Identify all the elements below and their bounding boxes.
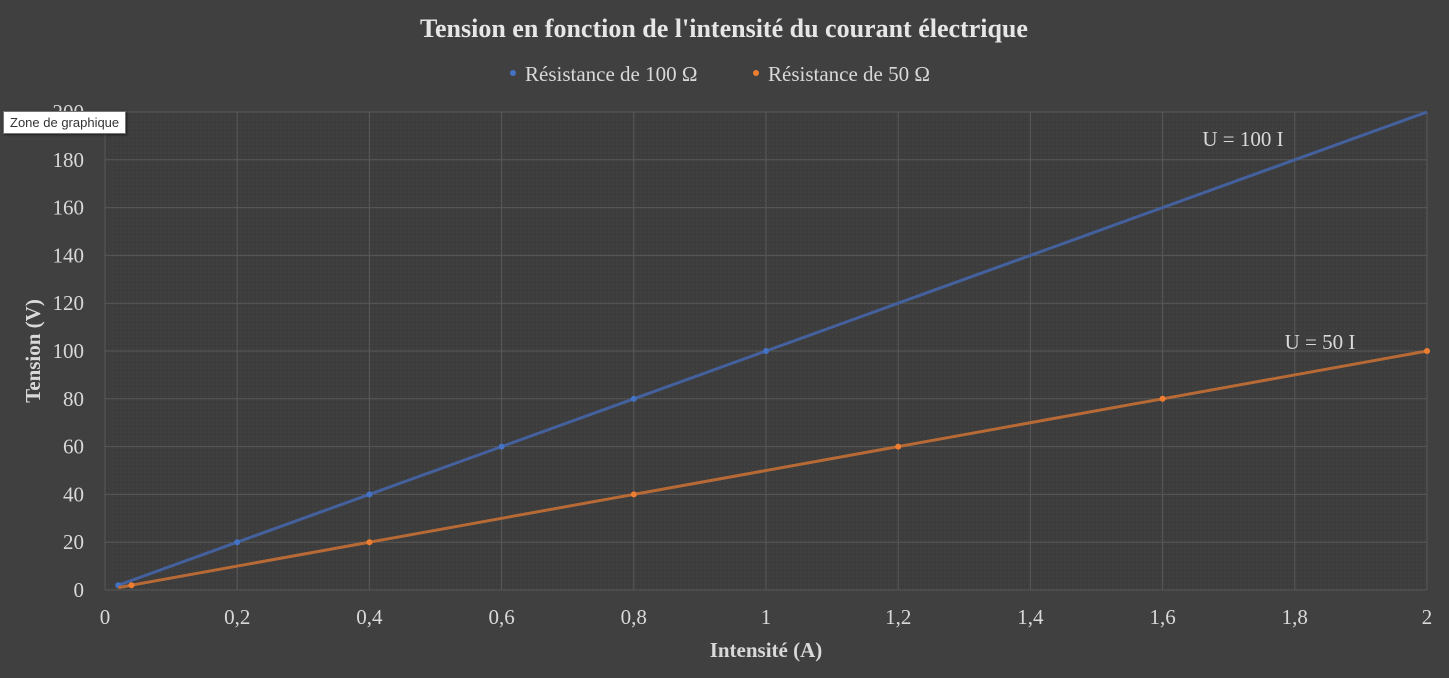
legend-marker [510, 70, 516, 76]
x-tick-label: 1,2 [885, 605, 911, 629]
data-point [1159, 395, 1166, 402]
legend-marker [753, 70, 759, 76]
y-tick-label: 100 [53, 339, 85, 363]
y-tick-label: 160 [53, 196, 85, 220]
y-tick-label: 120 [53, 291, 85, 315]
y-tick-label: 180 [53, 148, 85, 172]
x-tick-label: 1,4 [1017, 605, 1044, 629]
data-point [366, 539, 373, 546]
x-tick-label: 0,8 [621, 605, 647, 629]
x-tick-label: 0 [100, 605, 111, 629]
y-tick-label: 140 [53, 243, 85, 267]
y-tick-label: 20 [63, 530, 84, 554]
trendline-2 [117, 349, 1428, 590]
legend-entry: Résistance de 50 Ω [768, 62, 930, 86]
x-tick-label: 2 [1422, 605, 1433, 629]
y-axis-title: Tension (V) [21, 299, 45, 403]
data-point [234, 539, 241, 546]
series-group: U = 100 I U = 50 I [115, 110, 1430, 590]
data-point [630, 395, 637, 402]
trendline-equation-2: U = 50 I [1285, 330, 1356, 354]
chart-area-tooltip: Zone de graphique [3, 111, 127, 134]
data-point [1424, 348, 1430, 354]
trendline-1 [117, 110, 1428, 587]
y-tick-label: 0 [74, 578, 85, 602]
data-point [366, 491, 373, 498]
x-tick-label: 0,4 [356, 605, 383, 629]
data-point [763, 348, 769, 354]
chart-title: Tension en fonction de l'intensité du co… [420, 14, 1028, 43]
y-tick-label: 60 [63, 435, 84, 459]
x-tick-label: 1 [761, 605, 772, 629]
x-tick-label: 0,2 [224, 605, 250, 629]
x-axis-title: Intensité (A) [710, 638, 823, 662]
y-tick-label: 40 [63, 482, 84, 506]
legend-entry: Résistance de 100 Ω [525, 62, 697, 86]
data-point [498, 443, 505, 450]
legend: Résistance de 100 Ω Résistance de 50 Ω [510, 62, 930, 86]
x-tick-label: 0,6 [488, 605, 514, 629]
trendline-equation-1: U = 100 I [1202, 127, 1283, 151]
x-tick-label: 1,6 [1149, 605, 1175, 629]
x-tick-label: 1,8 [1282, 605, 1308, 629]
y-tick-label: 80 [63, 387, 84, 411]
data-point [630, 491, 637, 498]
data-point [128, 582, 135, 589]
data-point [895, 443, 902, 450]
